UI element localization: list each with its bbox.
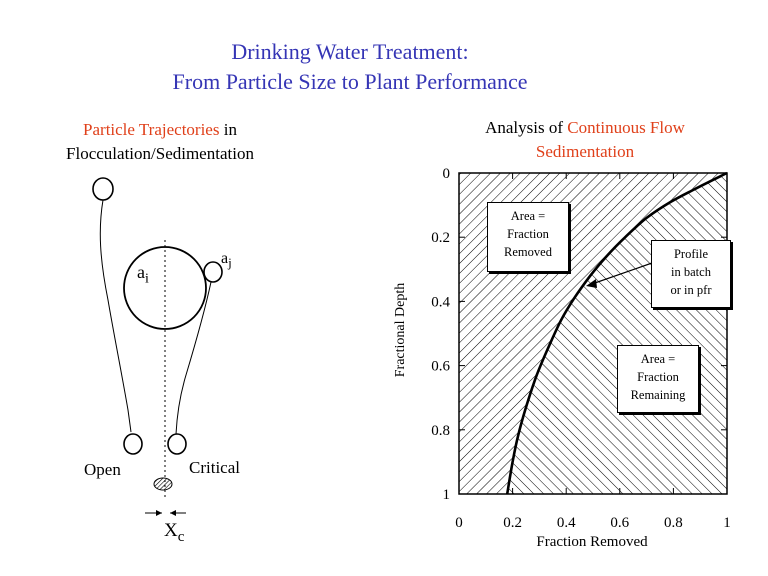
box-removed-line-2: Fraction [507,227,549,241]
y-tick-label-2: 0.4 [431,294,450,310]
left-heading-highlight: Particle Trajectories [83,120,220,139]
left-panel-heading: Particle Trajectories in Flocculation/Se… [20,118,300,166]
trajectory-diagram [92,177,223,516]
x-tick-labels: 0 0.2 0.4 0.6 0.8 1 [455,515,731,531]
y-tick-labels: 0 0.2 0.4 0.6 0.8 1 [431,166,450,503]
page-title: Drinking Water Treatment: From Particle … [0,37,700,97]
x-tick-label-2: 0.4 [557,515,576,531]
label-aj-sub: j [228,255,232,271]
y-tick-label-3: 0.6 [431,359,450,375]
box-remaining-line-3: Remaining [630,388,686,402]
y-tick-label-5: 1 [443,487,451,503]
right-heading-highlight-2: Sedimentation [535,142,635,161]
box-profile: Profile in batch or in pfr [651,240,731,308]
x-tick-label-0: 0 [455,515,463,531]
label-ai-sub: i [145,271,149,287]
label-xc: Xc [164,520,184,546]
box-area-remaining: Area = Fraction Remaining [617,345,699,413]
profile-arrowhead [586,279,597,288]
label-aj-main: a [221,250,229,267]
right-heading-highlight-1: Continuous Flow [567,118,685,137]
particle-aj [203,261,223,283]
title-line-1: Drinking Water Treatment: [231,39,469,64]
y-tick-label-0: 0 [443,166,451,182]
xc-arrowhead-left [156,510,162,516]
xc-arrowhead-right [170,510,176,516]
label-critical: Critical [189,458,240,477]
plot-frame [458,172,728,495]
label-ai: ai [137,262,149,288]
left-heading-suffix: in [219,120,237,139]
title-line-2: From Particle Size to Plant Performance [172,69,528,94]
x-tick-label-4: 0.8 [664,515,683,531]
box-area-removed: Area = Fraction Removed [487,202,569,272]
tick-marks [458,172,728,495]
box-profile-line-3: or in pfr [670,283,712,297]
right-panel-heading: Analysis of Continuous Flow Sedimentatio… [440,116,730,164]
label-xc-main: X [164,520,178,541]
label-ai-main: a [137,262,145,282]
critical-trajectory [175,281,212,435]
y-tick-label-1: 0.2 [431,230,450,246]
x-axis-label: Fraction Removed [536,534,648,550]
settled-particle [153,477,173,491]
particle-open-bottom [123,433,143,455]
x-tick-label-5: 1 [723,515,731,531]
profile-arrow-line [591,262,653,285]
box-removed-line-3: Removed [504,245,552,259]
label-xc-sub: c [177,528,185,545]
box-profile-line-1: Profile [673,247,709,261]
y-tick-label-4: 0.8 [431,423,450,439]
left-heading-line-2: Flocculation/Sedimentation [66,144,254,163]
box-remaining-line-1: Area = [640,352,676,366]
y-axis-label: Fractional Depth [393,283,408,377]
particle-critical-bottom [167,433,187,455]
box-remaining-line-2: Fraction [637,370,679,384]
x-tick-label-1: 0.2 [503,515,522,531]
label-open: Open [84,460,121,479]
x-tick-label-3: 0.6 [610,515,629,531]
profile-curve [505,171,728,495]
open-trajectory [99,199,132,433]
box-removed-line-1: Area = [510,209,546,223]
right-heading-prefix: Analysis of [485,118,568,137]
box-profile-line-2: in batch [671,265,711,279]
label-aj: aj [221,250,232,271]
